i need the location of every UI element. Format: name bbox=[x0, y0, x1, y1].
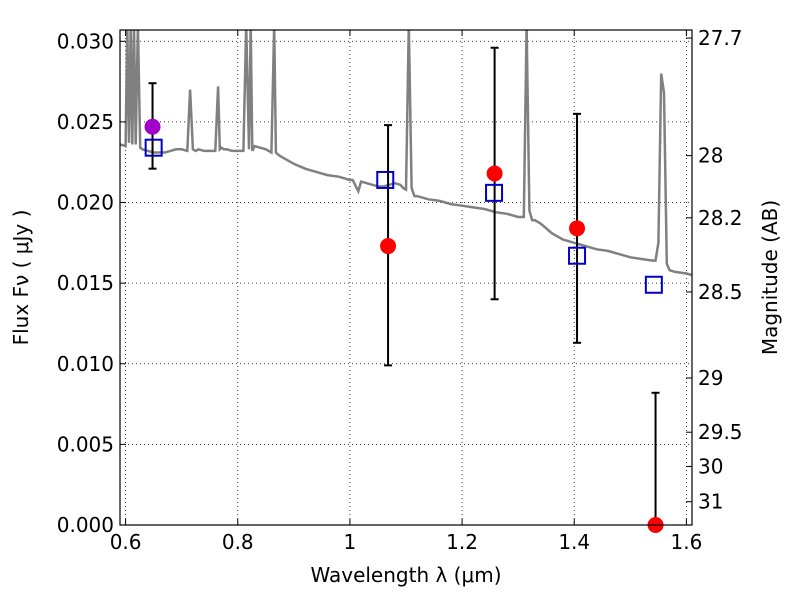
model-flux-series bbox=[144, 138, 663, 294]
model-spectrum-line bbox=[120, 30, 692, 277]
model-flux-point bbox=[376, 170, 395, 189]
model-spectrum-series bbox=[120, 30, 692, 277]
y-tick-label: 0.015 bbox=[57, 271, 114, 295]
right-tick-label: 31 bbox=[698, 490, 723, 514]
model-flux-point bbox=[485, 183, 504, 202]
y-tick-label: 0.000 bbox=[57, 513, 114, 537]
y-axis-ticks: 0.000 0.005 0.010 0.015 0.020 0.025 0.030 bbox=[57, 29, 126, 537]
x-axis-label: Wavelength λ (μm) bbox=[310, 563, 501, 587]
observed-flux-series bbox=[144, 118, 664, 533]
right-tick-label: 28.5 bbox=[698, 280, 743, 304]
observed-flux-point bbox=[486, 165, 503, 182]
observed-flux-point bbox=[144, 118, 161, 135]
x-tick-label: 0.6 bbox=[110, 530, 142, 554]
y-tick-label: 0.005 bbox=[57, 432, 114, 456]
x-tick-label: 0.8 bbox=[222, 530, 254, 554]
x-tick-label: 1.4 bbox=[558, 530, 590, 554]
right-axis-ticks: 27.7 28 28.2 28.5 29 29.5 30 31 bbox=[686, 26, 743, 514]
right-tick-label: 30 bbox=[698, 454, 723, 478]
right-tick-label: 29.5 bbox=[698, 420, 743, 444]
right-tick-label: 28.2 bbox=[698, 206, 743, 230]
x-axis-ticks: 0.6 0.8 1 1.2 1.4 1.6 bbox=[110, 30, 702, 554]
y-tick-label: 0.020 bbox=[57, 191, 114, 215]
right-tick-label: 29 bbox=[698, 366, 723, 390]
observed-flux-point bbox=[569, 220, 586, 237]
y-axis-label: Flux Fν ( μJy ) bbox=[9, 210, 33, 346]
x-tick-label: 1.2 bbox=[446, 530, 478, 554]
observed-flux-point bbox=[380, 238, 397, 255]
right-tick-label: 28 bbox=[698, 144, 723, 168]
plot-frame bbox=[119, 29, 693, 526]
right-tick-label: 27.7 bbox=[698, 26, 743, 50]
y-tick-label: 0.030 bbox=[57, 29, 114, 53]
y-tick-label: 0.025 bbox=[57, 110, 114, 134]
grid-lines bbox=[120, 30, 692, 526]
errorbar-series bbox=[148, 46, 660, 526]
y-tick-label: 0.010 bbox=[57, 352, 114, 376]
right-axis-label: Magnitude (AB) bbox=[758, 200, 782, 355]
model-flux-point bbox=[644, 275, 663, 294]
model-flux-point bbox=[144, 138, 163, 157]
x-tick-label: 1 bbox=[344, 530, 357, 554]
x-tick-label: 1.6 bbox=[670, 530, 702, 554]
model-flux-point bbox=[568, 246, 587, 265]
